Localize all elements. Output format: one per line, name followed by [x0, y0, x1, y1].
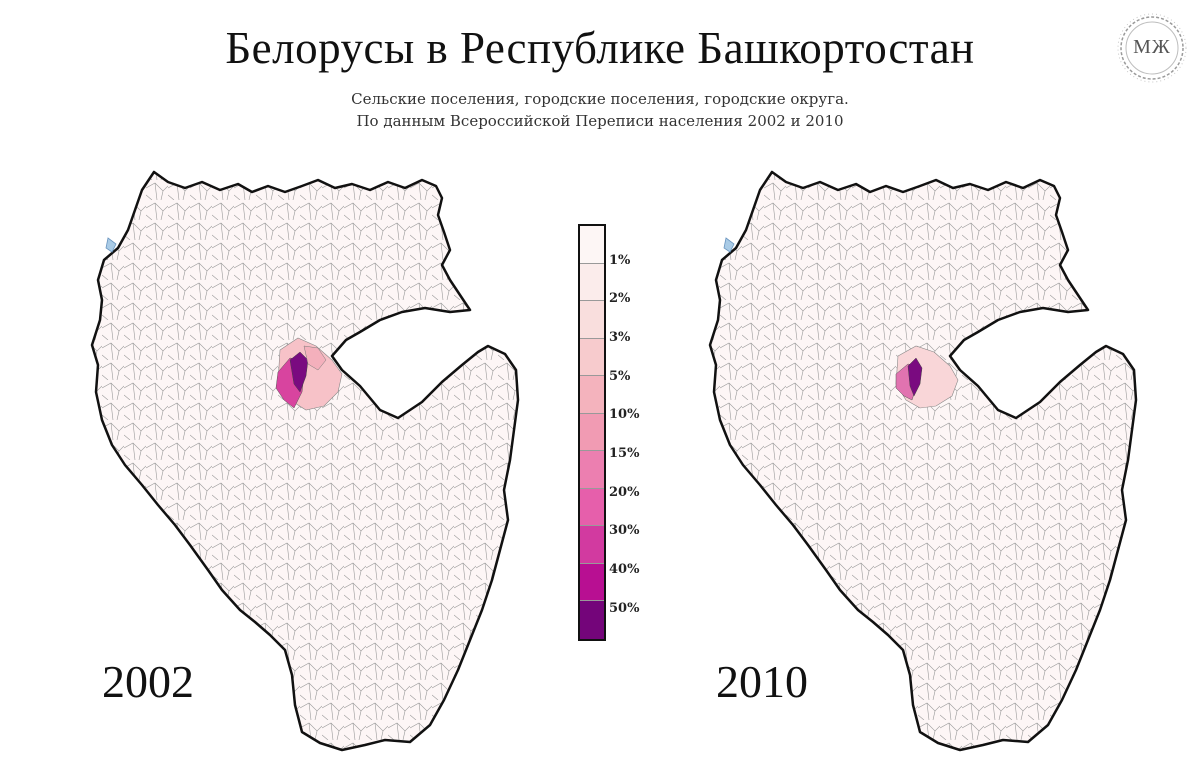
year-label-2002: 2002 — [102, 656, 194, 707]
year-label-2010: 2010 — [716, 656, 808, 707]
legend-swatch — [580, 601, 604, 639]
legend-swatch — [580, 376, 604, 414]
legend-label: 5% — [609, 369, 631, 384]
subtitle-line-2: По данным Всероссийской Переписи населен… — [356, 112, 844, 130]
legend-swatch — [580, 451, 604, 489]
legend-swatch — [580, 526, 604, 564]
legend-label: 1% — [609, 253, 631, 268]
legend-label: 20% — [609, 485, 640, 500]
legend-swatch — [580, 226, 604, 264]
map-2010 — [708, 170, 1138, 752]
legend-swatch — [580, 563, 604, 601]
legend-label: 3% — [609, 330, 631, 345]
legend-label: 15% — [609, 446, 640, 461]
legend-swatch — [580, 301, 604, 339]
legend-label: 30% — [609, 523, 640, 538]
map-2002 — [90, 170, 520, 752]
page-title: Белорусы в Республике Башкортостан — [225, 23, 975, 73]
legend-swatch — [580, 263, 604, 301]
legend-swatch — [580, 488, 604, 526]
legend-swatch — [580, 413, 604, 451]
legend-label: 50% — [609, 601, 640, 616]
logo-text: МЖ — [1133, 36, 1171, 58]
legend-swatch — [580, 338, 604, 376]
legend-label: 2% — [609, 291, 631, 306]
subtitle-line-1: Сельские поселения, городские поселения,… — [351, 90, 849, 108]
logo-wreath-icon — [1117, 13, 1187, 83]
legend-label: 10% — [609, 407, 640, 422]
legend-label: 40% — [609, 562, 640, 577]
legend-scale — [578, 224, 606, 641]
